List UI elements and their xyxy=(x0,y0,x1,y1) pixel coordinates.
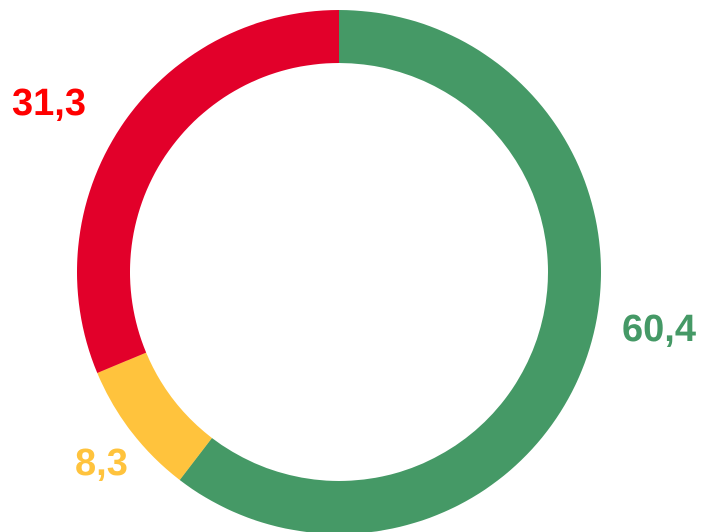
data-label-31-3: 31,3 xyxy=(12,82,86,124)
data-labels: 60,4 8,3 31,3 xyxy=(12,82,696,484)
donut-slices xyxy=(76,10,601,532)
donut-slice-60-4 xyxy=(179,10,601,532)
donut-slice-8-3 xyxy=(97,352,212,481)
data-label-60-4: 60,4 xyxy=(622,308,696,350)
donut-slice-31-3 xyxy=(76,10,339,374)
data-label-8-3: 8,3 xyxy=(75,442,128,484)
